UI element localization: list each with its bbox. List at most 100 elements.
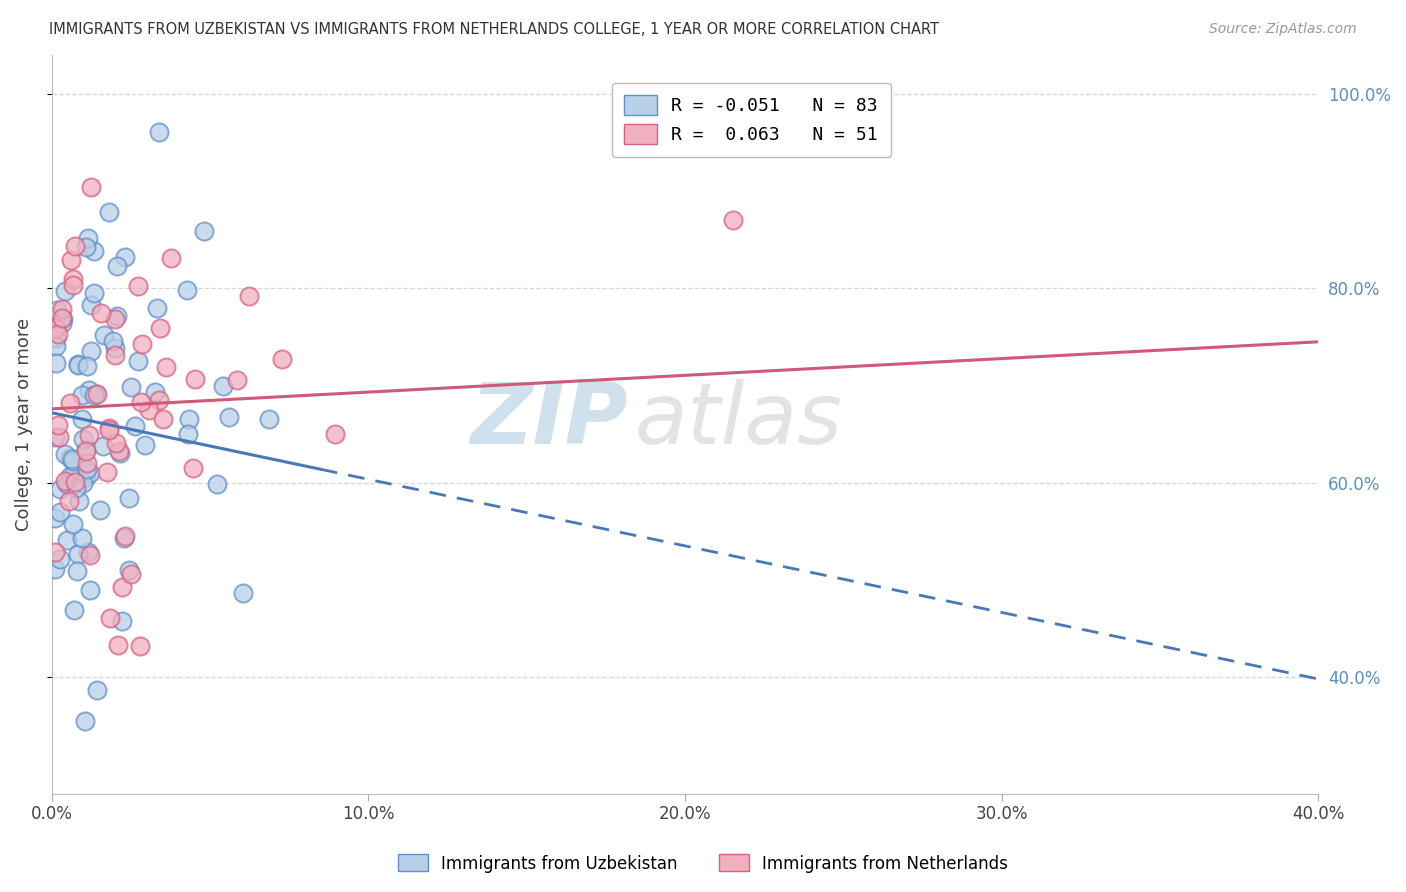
Point xyxy=(65,564,87,578)
Point xyxy=(46,303,69,318)
Point xyxy=(104,312,127,326)
Point xyxy=(72,411,94,425)
Point xyxy=(118,491,141,505)
Point xyxy=(98,424,121,438)
Point xyxy=(105,309,128,323)
Point xyxy=(127,353,149,368)
Point xyxy=(44,511,66,525)
Point xyxy=(238,289,260,303)
Point xyxy=(148,125,170,139)
Point xyxy=(225,374,247,388)
Point xyxy=(111,614,134,628)
Point xyxy=(55,285,77,299)
Point xyxy=(49,552,72,566)
Point xyxy=(58,494,80,508)
Point xyxy=(96,465,118,479)
Point xyxy=(103,348,125,362)
Point xyxy=(45,339,67,353)
Point xyxy=(62,277,84,292)
Point xyxy=(44,561,66,575)
Point xyxy=(45,356,67,370)
Point xyxy=(59,252,82,267)
Point xyxy=(45,321,67,335)
Point xyxy=(83,388,105,402)
Point xyxy=(76,359,98,373)
Point xyxy=(89,503,111,517)
Point xyxy=(155,359,177,374)
Point xyxy=(48,418,70,433)
Point xyxy=(112,531,135,545)
Point xyxy=(44,430,66,444)
Point xyxy=(58,451,80,466)
Text: Source: ZipAtlas.com: Source: ZipAtlas.com xyxy=(1209,22,1357,37)
Point xyxy=(72,475,94,490)
Point xyxy=(107,639,129,653)
Point xyxy=(114,529,136,543)
Point xyxy=(53,474,76,488)
Point xyxy=(98,204,121,219)
Point xyxy=(86,682,108,697)
Point xyxy=(148,393,170,408)
Point xyxy=(93,327,115,342)
Point xyxy=(159,251,181,265)
Point xyxy=(79,548,101,562)
Point xyxy=(79,466,101,480)
Point xyxy=(91,439,114,453)
Point xyxy=(67,547,90,561)
Point xyxy=(77,383,100,397)
Point xyxy=(77,231,100,245)
Point xyxy=(75,469,97,483)
Point xyxy=(129,394,152,409)
Point xyxy=(56,477,79,491)
Point xyxy=(77,427,100,442)
Point xyxy=(76,462,98,476)
Point xyxy=(52,311,75,326)
Point xyxy=(49,483,72,497)
Point xyxy=(181,460,204,475)
Text: atlas: atlas xyxy=(634,379,842,462)
Point xyxy=(67,494,90,508)
Point xyxy=(83,285,105,300)
Point xyxy=(104,436,127,450)
Point xyxy=(184,372,207,386)
Point xyxy=(152,412,174,426)
Point xyxy=(129,639,152,653)
Point xyxy=(149,321,172,335)
Point xyxy=(76,545,98,559)
Point xyxy=(108,446,131,460)
Point xyxy=(218,409,240,424)
Point xyxy=(75,442,97,457)
Point xyxy=(62,468,84,483)
Point xyxy=(75,443,97,458)
Point xyxy=(80,343,103,358)
Point xyxy=(55,533,77,547)
Point xyxy=(721,213,744,227)
Point xyxy=(76,456,98,470)
Point xyxy=(51,301,73,316)
Point xyxy=(118,563,141,577)
Point xyxy=(259,412,281,426)
Point xyxy=(63,603,86,617)
Text: IMMIGRANTS FROM UZBEKISTAN VS IMMIGRANTS FROM NETHERLANDS COLLEGE, 1 YEAR OR MOR: IMMIGRANTS FROM UZBEKISTAN VS IMMIGRANTS… xyxy=(49,22,939,37)
Point xyxy=(105,259,128,273)
Point xyxy=(120,380,142,394)
Point xyxy=(59,469,82,483)
Point xyxy=(48,430,70,444)
Point xyxy=(83,244,105,258)
Point xyxy=(232,586,254,600)
Point xyxy=(176,283,198,297)
Legend: Immigrants from Uzbekistan, Immigrants from Netherlands: Immigrants from Uzbekistan, Immigrants f… xyxy=(391,847,1015,880)
Point xyxy=(138,403,160,417)
Point xyxy=(177,427,200,442)
Point xyxy=(108,444,131,458)
Point xyxy=(73,714,96,728)
Point xyxy=(127,278,149,293)
Point xyxy=(65,482,87,496)
Point xyxy=(59,396,82,410)
Point xyxy=(53,447,76,461)
Point xyxy=(44,545,66,559)
Point xyxy=(72,531,94,545)
Text: ZIP: ZIP xyxy=(471,379,628,462)
Point xyxy=(63,475,86,490)
Point xyxy=(97,420,120,434)
